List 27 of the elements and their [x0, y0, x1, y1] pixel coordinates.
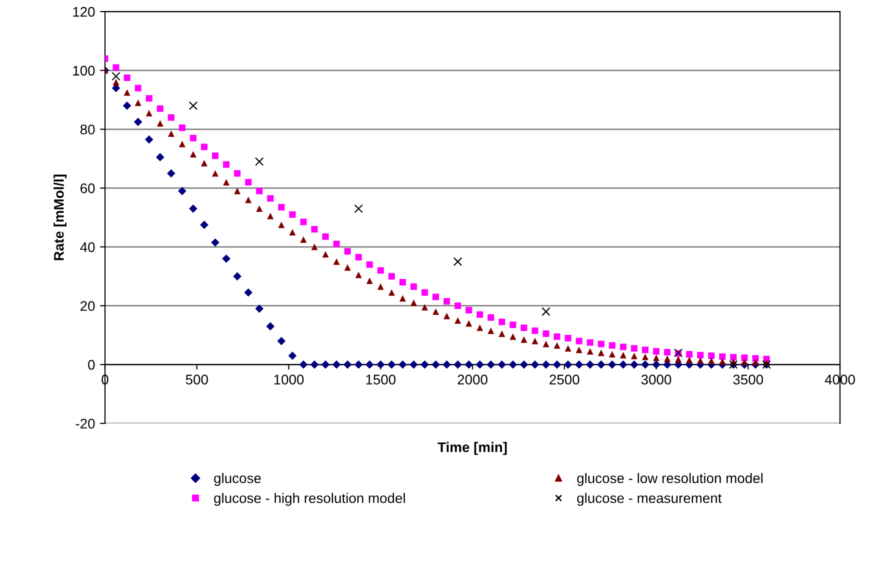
- y-tick-label: 40: [80, 242, 95, 252]
- x-tick-label: 3500: [733, 374, 764, 384]
- point: [542, 307, 550, 316]
- y-tick-label: 20: [80, 301, 95, 311]
- y-tick-label: 80: [80, 124, 95, 134]
- x-tick-label: 500: [186, 374, 208, 384]
- x-tick-label: 2500: [550, 374, 580, 384]
- y-tick-label: 100: [73, 66, 95, 76]
- point: [112, 72, 120, 81]
- legend-label: glucose: [214, 472, 261, 486]
- y-tick-label: 0: [88, 360, 95, 370]
- y-axis-title: Rate [mMol/l]: [54, 174, 67, 260]
- point: [354, 204, 363, 214]
- point: [254, 157, 264, 166]
- x-tick-label: 1000: [274, 374, 304, 384]
- x-tick-label: 3000: [641, 374, 672, 384]
- x-axis-title: Time [min]: [438, 442, 507, 455]
- x-tick-label: 2000: [458, 374, 488, 384]
- legend-label: glucose - high resolution model: [214, 492, 405, 506]
- y-tick-label: 120: [73, 6, 95, 17]
- point: [453, 257, 462, 266]
- legend-label: glucose - low resolution model: [577, 472, 762, 486]
- y-tick-label: 60: [80, 183, 95, 194]
- point: [188, 101, 198, 110]
- x-tick-label: 1500: [366, 374, 396, 384]
- y-tick-label: -20: [76, 418, 95, 429]
- legend-label: glucose - measurement: [577, 492, 722, 506]
